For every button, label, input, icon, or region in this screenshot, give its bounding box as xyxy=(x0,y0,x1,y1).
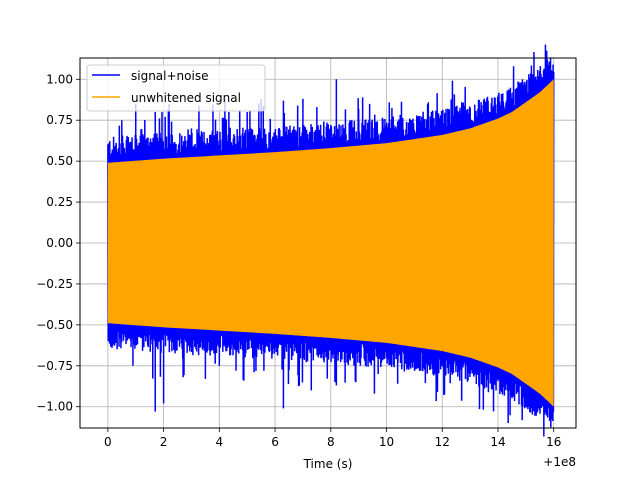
legend: signal+noise unwhitened signal xyxy=(86,64,266,112)
y-tick-label: 0.50 xyxy=(46,154,73,168)
series-unwhitened-signal xyxy=(107,79,554,407)
x-tick-label: 2 xyxy=(160,435,168,449)
legend-label-signal-noise: signal+noise xyxy=(131,69,208,83)
x-tick-label: 12 xyxy=(435,435,450,449)
plot-area xyxy=(107,44,555,437)
x-tick-label: 16 xyxy=(546,435,561,449)
y-tick-label: 1.00 xyxy=(46,72,73,86)
x-tick-label: 0 xyxy=(104,435,112,449)
y-tick-label: −0.25 xyxy=(36,277,73,291)
y-tick-label: −0.75 xyxy=(36,359,73,373)
y-tick-label: −0.50 xyxy=(36,318,73,332)
y-axis: −1.00 −0.75 −0.50 −0.25 0.00 0.25 0.50 0.75 1.00 xyxy=(36,72,80,414)
y-tick-label: −1.00 xyxy=(36,400,73,414)
x-tick-label: 10 xyxy=(379,435,394,449)
legend-label-unwhitened-signal: unwhitened signal xyxy=(131,91,241,105)
legend-box xyxy=(86,64,266,112)
x-axis: 0 2 4 6 8 10 12 14 16 xyxy=(104,428,561,449)
x-offset-label: +1e8 xyxy=(543,455,576,469)
y-tick-label: 0.25 xyxy=(46,195,73,209)
x-axis-label: Time (s) xyxy=(303,457,353,471)
y-tick-label: 0.75 xyxy=(46,113,73,127)
y-tick-label: 0.00 xyxy=(46,236,73,250)
x-tick-label: 4 xyxy=(216,435,224,449)
x-tick-label: 14 xyxy=(490,435,505,449)
x-tick-label: 6 xyxy=(271,435,279,449)
x-tick-label: 8 xyxy=(327,435,335,449)
